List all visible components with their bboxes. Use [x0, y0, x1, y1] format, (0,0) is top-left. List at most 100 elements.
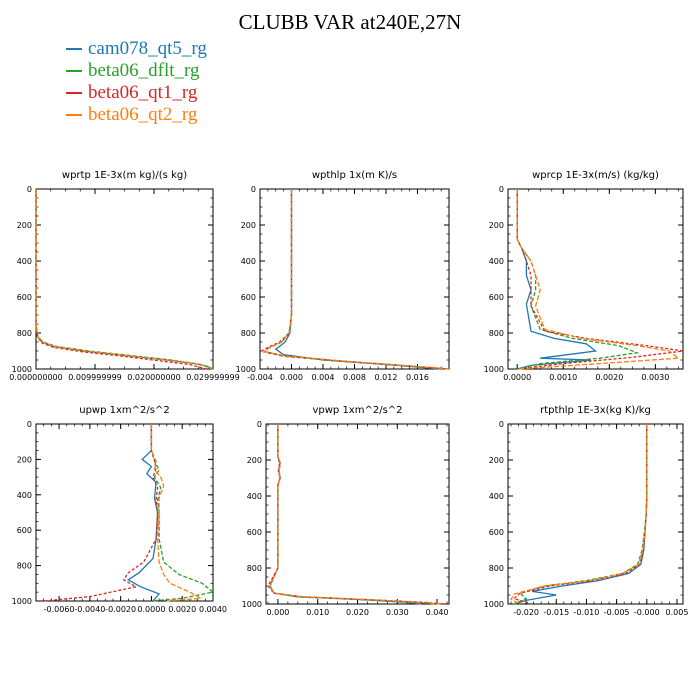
- x-tick-label: 0.020: [346, 608, 369, 617]
- panel-title: wpthlp 1x(m K)/s: [312, 170, 397, 181]
- y-tick-label: 1000: [236, 365, 256, 374]
- x-tick-label: 0.0010: [549, 373, 577, 382]
- y-tick-label: 0: [499, 420, 504, 429]
- y-tick-label: 400: [17, 257, 32, 266]
- legend-swatch-red: [66, 92, 82, 94]
- y-tick-label: 400: [489, 257, 504, 266]
- x-tick-label: 0.020000000: [127, 373, 180, 382]
- y-tick-label: 800: [17, 562, 32, 571]
- series-line-beta06-qt1-rg: [267, 424, 446, 605]
- legend-item-beta06-qt2-rg: beta06_qt2_rg: [66, 104, 207, 126]
- y-tick-label: 600: [17, 526, 32, 535]
- y-tick-label: 200: [489, 456, 504, 465]
- x-tick-label: -0.010: [574, 608, 600, 617]
- x-tick-label: 0.0030: [641, 373, 669, 382]
- series-line-cam078-qt5-rg: [35, 189, 214, 370]
- series-line-cam078-qt5-rg: [274, 189, 442, 370]
- series-line-beta06-qt1-rg: [512, 424, 648, 605]
- y-tick-label: 0: [499, 185, 504, 194]
- legend-item-beta06-dflt-rg: beta06_dflt_rg: [66, 60, 207, 82]
- series-line-beta06-qt1-rg: [259, 189, 450, 370]
- x-tick-label: 0.0020: [595, 373, 623, 382]
- y-tick-label: 1000: [484, 365, 504, 374]
- panel-title: wprcp 1E-3x(m/s) (kg/kg): [532, 170, 659, 181]
- y-tick-label: 200: [489, 221, 504, 230]
- series-line-beta06-qt2-rg: [269, 424, 442, 605]
- series-line-beta06-dflt-rg: [269, 424, 438, 605]
- y-tick-label: 200: [241, 221, 256, 230]
- y-tick-label: 600: [247, 528, 262, 537]
- y-tick-label: 800: [241, 329, 256, 338]
- x-tick-label: 0.0020: [168, 605, 196, 614]
- series-line-beta06-qt2-rg: [516, 189, 681, 370]
- x-tick-label: 0.0040: [199, 605, 227, 614]
- y-tick-label: 400: [17, 491, 32, 500]
- x-tick-label: 0.010: [306, 608, 329, 617]
- y-tick-label: 400: [247, 492, 262, 501]
- y-tick-label: 200: [17, 221, 32, 230]
- y-tick-label: 400: [241, 257, 256, 266]
- x-tick-label: 0.0000: [503, 373, 531, 382]
- series-line-beta06-qt2-rg: [263, 189, 450, 370]
- x-tick-label: -0.020: [513, 608, 539, 617]
- y-tick-label: 0: [251, 185, 256, 194]
- figure-title: CLUBB VAR at240E,27N: [238, 10, 462, 34]
- y-tick-label: 0: [27, 185, 32, 194]
- y-tick-label: 0: [257, 420, 262, 429]
- series-line-beta06-qt2-rg: [35, 189, 214, 370]
- x-tick-label: 0.029999999: [186, 373, 239, 382]
- series-line-beta06-qt1-rg: [35, 189, 208, 370]
- y-tick-label: 400: [489, 492, 504, 501]
- series-line-beta06-dflt-rg: [150, 424, 215, 602]
- y-tick-label: 1000: [242, 600, 262, 609]
- y-tick-label: 800: [489, 329, 504, 338]
- panel-frame: [507, 423, 684, 605]
- y-tick-label: 600: [17, 293, 32, 302]
- series-line-cam078-qt5-rg: [513, 424, 648, 605]
- x-tick-label: 0.005: [666, 608, 689, 617]
- series-line-beta06-dflt-rg: [35, 189, 214, 370]
- y-tick-label: 600: [489, 528, 504, 537]
- series-line-beta06-dflt-rg: [513, 424, 648, 605]
- series-line-cam078-qt5-rg: [269, 424, 422, 605]
- x-tick-label: -0.0060: [44, 605, 75, 614]
- y-tick-label: 800: [489, 564, 504, 573]
- y-tick-label: 1000: [12, 597, 32, 606]
- legend-swatch-orange: [66, 114, 82, 116]
- series-line-cam078-qt5-rg: [516, 189, 598, 370]
- legend-label: beta06_qt2_rg: [88, 104, 198, 125]
- series-line-beta06-qt1-rg: [43, 424, 159, 602]
- series-line-beta06-qt1-rg: [516, 189, 684, 370]
- series-line-beta06-qt2-rg: [510, 424, 648, 605]
- x-tick-label: 0.000000000: [9, 373, 62, 382]
- y-tick-label: 600: [241, 293, 256, 302]
- y-tick-label: 1000: [484, 600, 504, 609]
- legend-swatch-green: [66, 70, 82, 72]
- series-line-beta06-qt2-rg: [150, 424, 203, 602]
- legend-label: beta06_dflt_rg: [88, 60, 200, 81]
- panel-frame: [35, 188, 214, 370]
- y-tick-label: 200: [17, 455, 32, 464]
- x-tick-label: 0.030: [386, 608, 409, 617]
- panel-title: vpwp 1xm^2/s^2: [312, 405, 402, 416]
- y-tick-label: 600: [489, 293, 504, 302]
- y-tick-label: 1000: [12, 365, 32, 374]
- y-tick-label: 200: [247, 456, 262, 465]
- panel-title: upwp 1xm^2/s^2: [79, 405, 169, 416]
- series-line-cam078-qt5-rg: [127, 424, 161, 602]
- x-tick-label: 0.000: [280, 373, 303, 382]
- y-tick-label: 800: [17, 329, 32, 338]
- x-tick-label: 0.016: [406, 373, 429, 382]
- legend-label: cam078_qt5_rg: [88, 38, 207, 59]
- legend-item-beta06-qt1-rg: beta06_qt1_rg: [66, 82, 207, 104]
- x-tick-label: -0.015: [543, 608, 569, 617]
- x-tick-label: -0.0040: [74, 605, 105, 614]
- x-tick-label: -0.004: [247, 373, 273, 382]
- x-tick-label: -0.000: [634, 608, 660, 617]
- x-tick-label: 0.009999999: [68, 373, 121, 382]
- panel-frame: [35, 423, 214, 602]
- panel-title: wprtp 1E-3x(m kg)/(s kg): [62, 170, 187, 181]
- legend: cam078_qt5_rg beta06_dflt_rg beta06_qt1_…: [66, 38, 207, 126]
- panel-frame: [259, 188, 450, 370]
